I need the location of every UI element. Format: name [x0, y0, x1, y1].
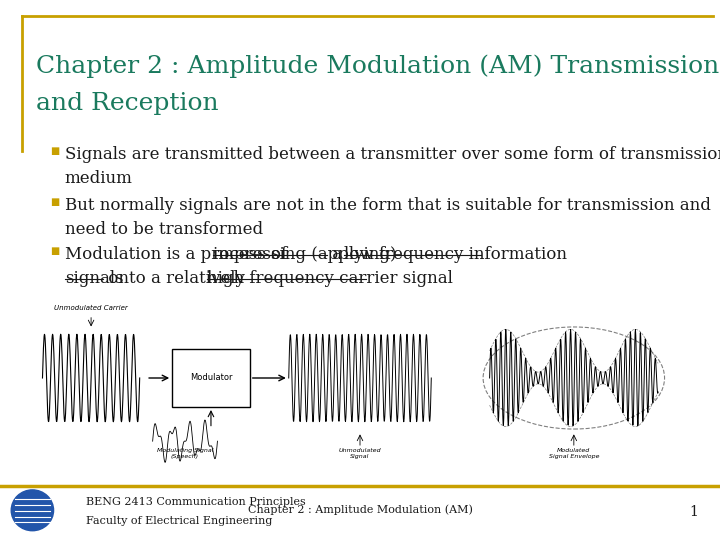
Text: signals: signals [65, 270, 123, 287]
FancyBboxPatch shape [172, 349, 250, 407]
Text: onto a relatively: onto a relatively [103, 270, 251, 287]
Text: Chapter 2 : Amplitude Modulation (AM) Transmission: Chapter 2 : Amplitude Modulation (AM) Tr… [36, 54, 719, 78]
Text: 1: 1 [690, 505, 698, 519]
Text: ■: ■ [50, 197, 60, 207]
Text: Faculty of Electrical Engineering: Faculty of Electrical Engineering [86, 516, 273, 526]
Text: high frequency carrier signal: high frequency carrier signal [207, 270, 453, 287]
Text: medium: medium [65, 170, 132, 187]
Text: Chapter 2 : Amplitude Modulation (AM): Chapter 2 : Amplitude Modulation (AM) [248, 505, 472, 516]
Text: But normally signals are not in the form that is suitable for transmission and: But normally signals are not in the form… [65, 197, 711, 214]
Text: Modulating Signal
(Speech): Modulating Signal (Speech) [157, 448, 213, 458]
Text: Signals are transmitted between a transmitter over some form of transmission: Signals are transmitted between a transm… [65, 146, 720, 163]
Text: Modulated
Signal Envelope: Modulated Signal Envelope [549, 448, 599, 458]
Text: BENG 2413 Communication Principles: BENG 2413 Communication Principles [86, 497, 306, 507]
Text: need to be transformed: need to be transformed [65, 221, 263, 238]
Text: low frequency information: low frequency information [344, 246, 567, 262]
Text: Unmodulated
Signal: Unmodulated Signal [338, 448, 382, 458]
Text: and Reception: and Reception [36, 92, 219, 115]
Circle shape [12, 490, 53, 531]
Text: a: a [328, 246, 348, 262]
Text: Unmodulated Carrier: Unmodulated Carrier [54, 305, 128, 311]
Text: ■: ■ [50, 246, 60, 256]
Text: Modulator: Modulator [189, 374, 233, 382]
Text: ■: ■ [50, 146, 60, 156]
Text: Modulation is a process of: Modulation is a process of [65, 246, 292, 262]
Text: impressing (applying): impressing (applying) [212, 246, 396, 262]
